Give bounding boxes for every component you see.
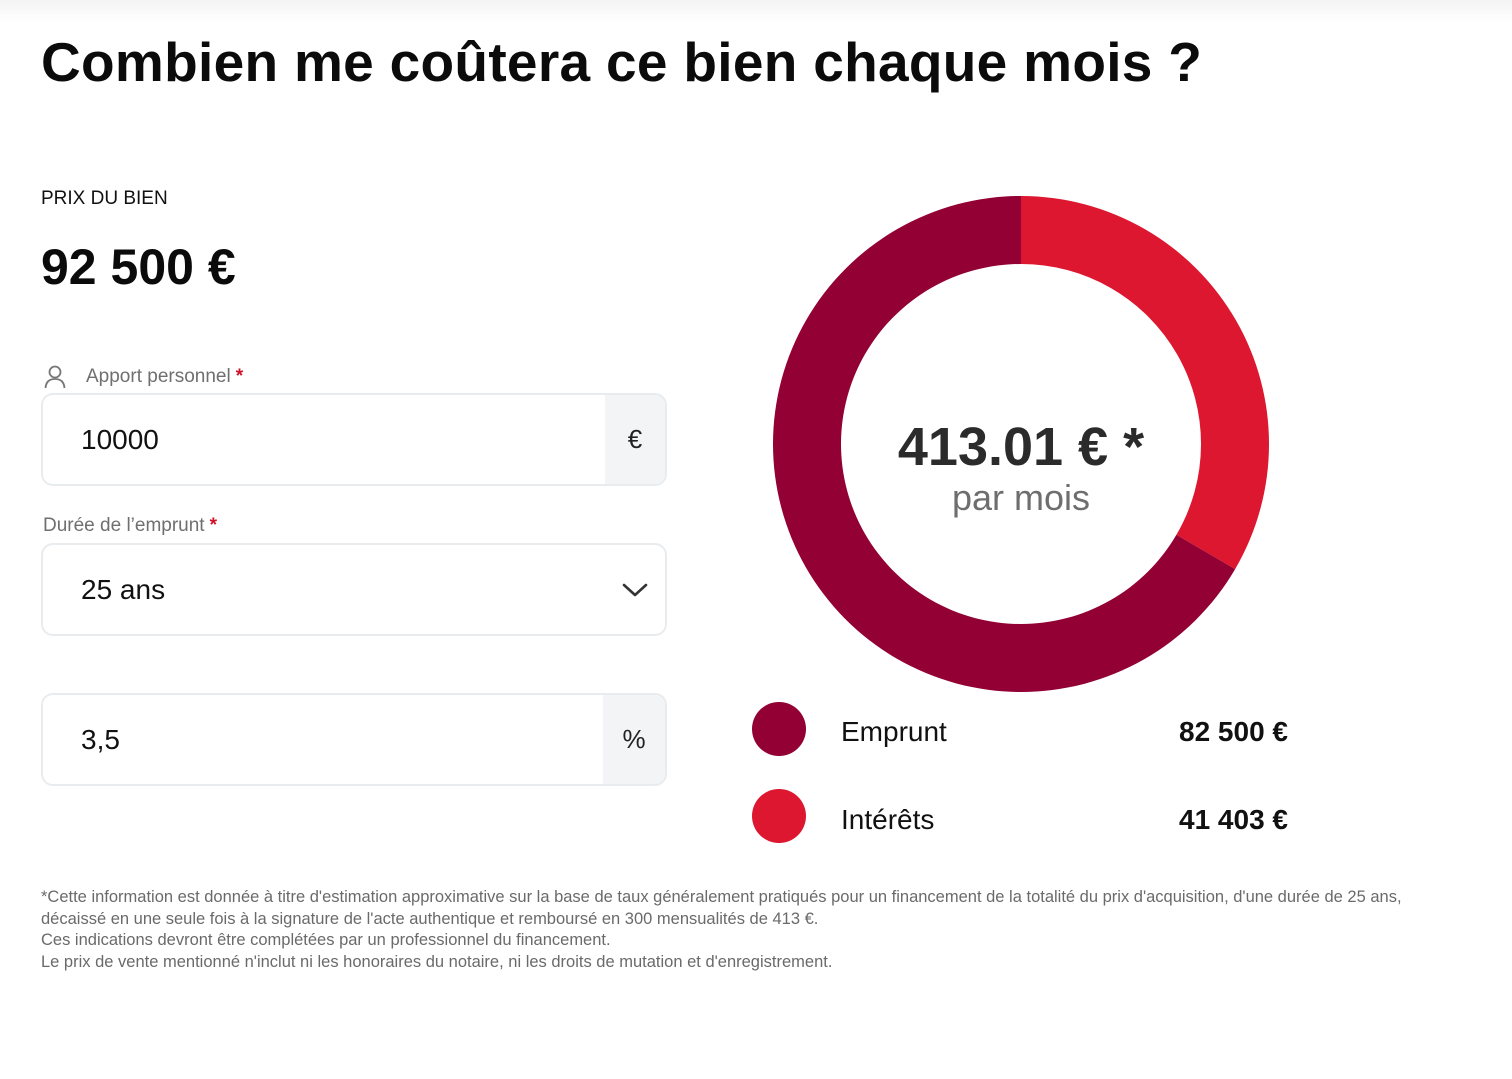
taux-input[interactable]: 3,5 % bbox=[41, 693, 667, 786]
donut-slice-emprunt bbox=[773, 196, 1236, 692]
disclaimer-line: *Cette information est donnée à titre d'… bbox=[41, 888, 1402, 928]
taux-value[interactable]: 3,5 bbox=[81, 723, 120, 755]
apport-input[interactable]: 10000 € bbox=[41, 393, 667, 486]
apport-label: Apport personnel * bbox=[44, 365, 243, 389]
top-shadow bbox=[0, 0, 1512, 22]
euro-suffix: € bbox=[605, 395, 665, 484]
legend-dot-interets bbox=[752, 789, 806, 843]
apport-label-text: Apport personnel bbox=[86, 366, 231, 387]
disclaimer: *Cette information est donnée à titre d'… bbox=[41, 887, 1471, 973]
donut-center: 413.01 € * par mois bbox=[773, 417, 1269, 519]
disclaimer-line: Ces indications devront être complétées … bbox=[41, 931, 611, 949]
duree-select[interactable]: 25 ans bbox=[41, 543, 667, 636]
monthly-subtitle: par mois bbox=[951, 477, 1091, 519]
page-title: Combien me coûtera ce bien chaque mois ? bbox=[41, 31, 1203, 93]
duree-label: Durée de l’emprunt * bbox=[43, 515, 217, 537]
disclaimer-line: Le prix de vente mentionné n'inclut ni l… bbox=[41, 952, 833, 971]
donut-slice-intrts bbox=[1021, 196, 1269, 570]
apport-value[interactable]: 10000 bbox=[81, 423, 159, 455]
duree-selected-value: 25 ans bbox=[81, 573, 166, 605]
required-mark: * bbox=[209, 515, 217, 536]
donut-chart bbox=[773, 196, 1269, 692]
price-label: PRIX DU BIEN bbox=[41, 188, 168, 209]
duree-label-text: Durée de l’emprunt bbox=[43, 515, 205, 536]
legend-value-interets: 41 403 € bbox=[1179, 804, 1288, 835]
chevron-down-icon[interactable] bbox=[605, 545, 665, 634]
legend-value-emprunt: 82 500 € bbox=[1179, 716, 1288, 747]
percent-suffix: % bbox=[603, 695, 665, 784]
user-icon bbox=[44, 365, 66, 389]
legend-dot-emprunt bbox=[752, 702, 806, 756]
legend-label-interets: Intérêts bbox=[841, 804, 935, 835]
legend-label-emprunt: Emprunt bbox=[841, 716, 947, 747]
monthly-payment: 413.01 € * bbox=[897, 417, 1145, 477]
price-value: 92 500 € bbox=[41, 239, 236, 295]
required-mark: * bbox=[235, 366, 244, 387]
